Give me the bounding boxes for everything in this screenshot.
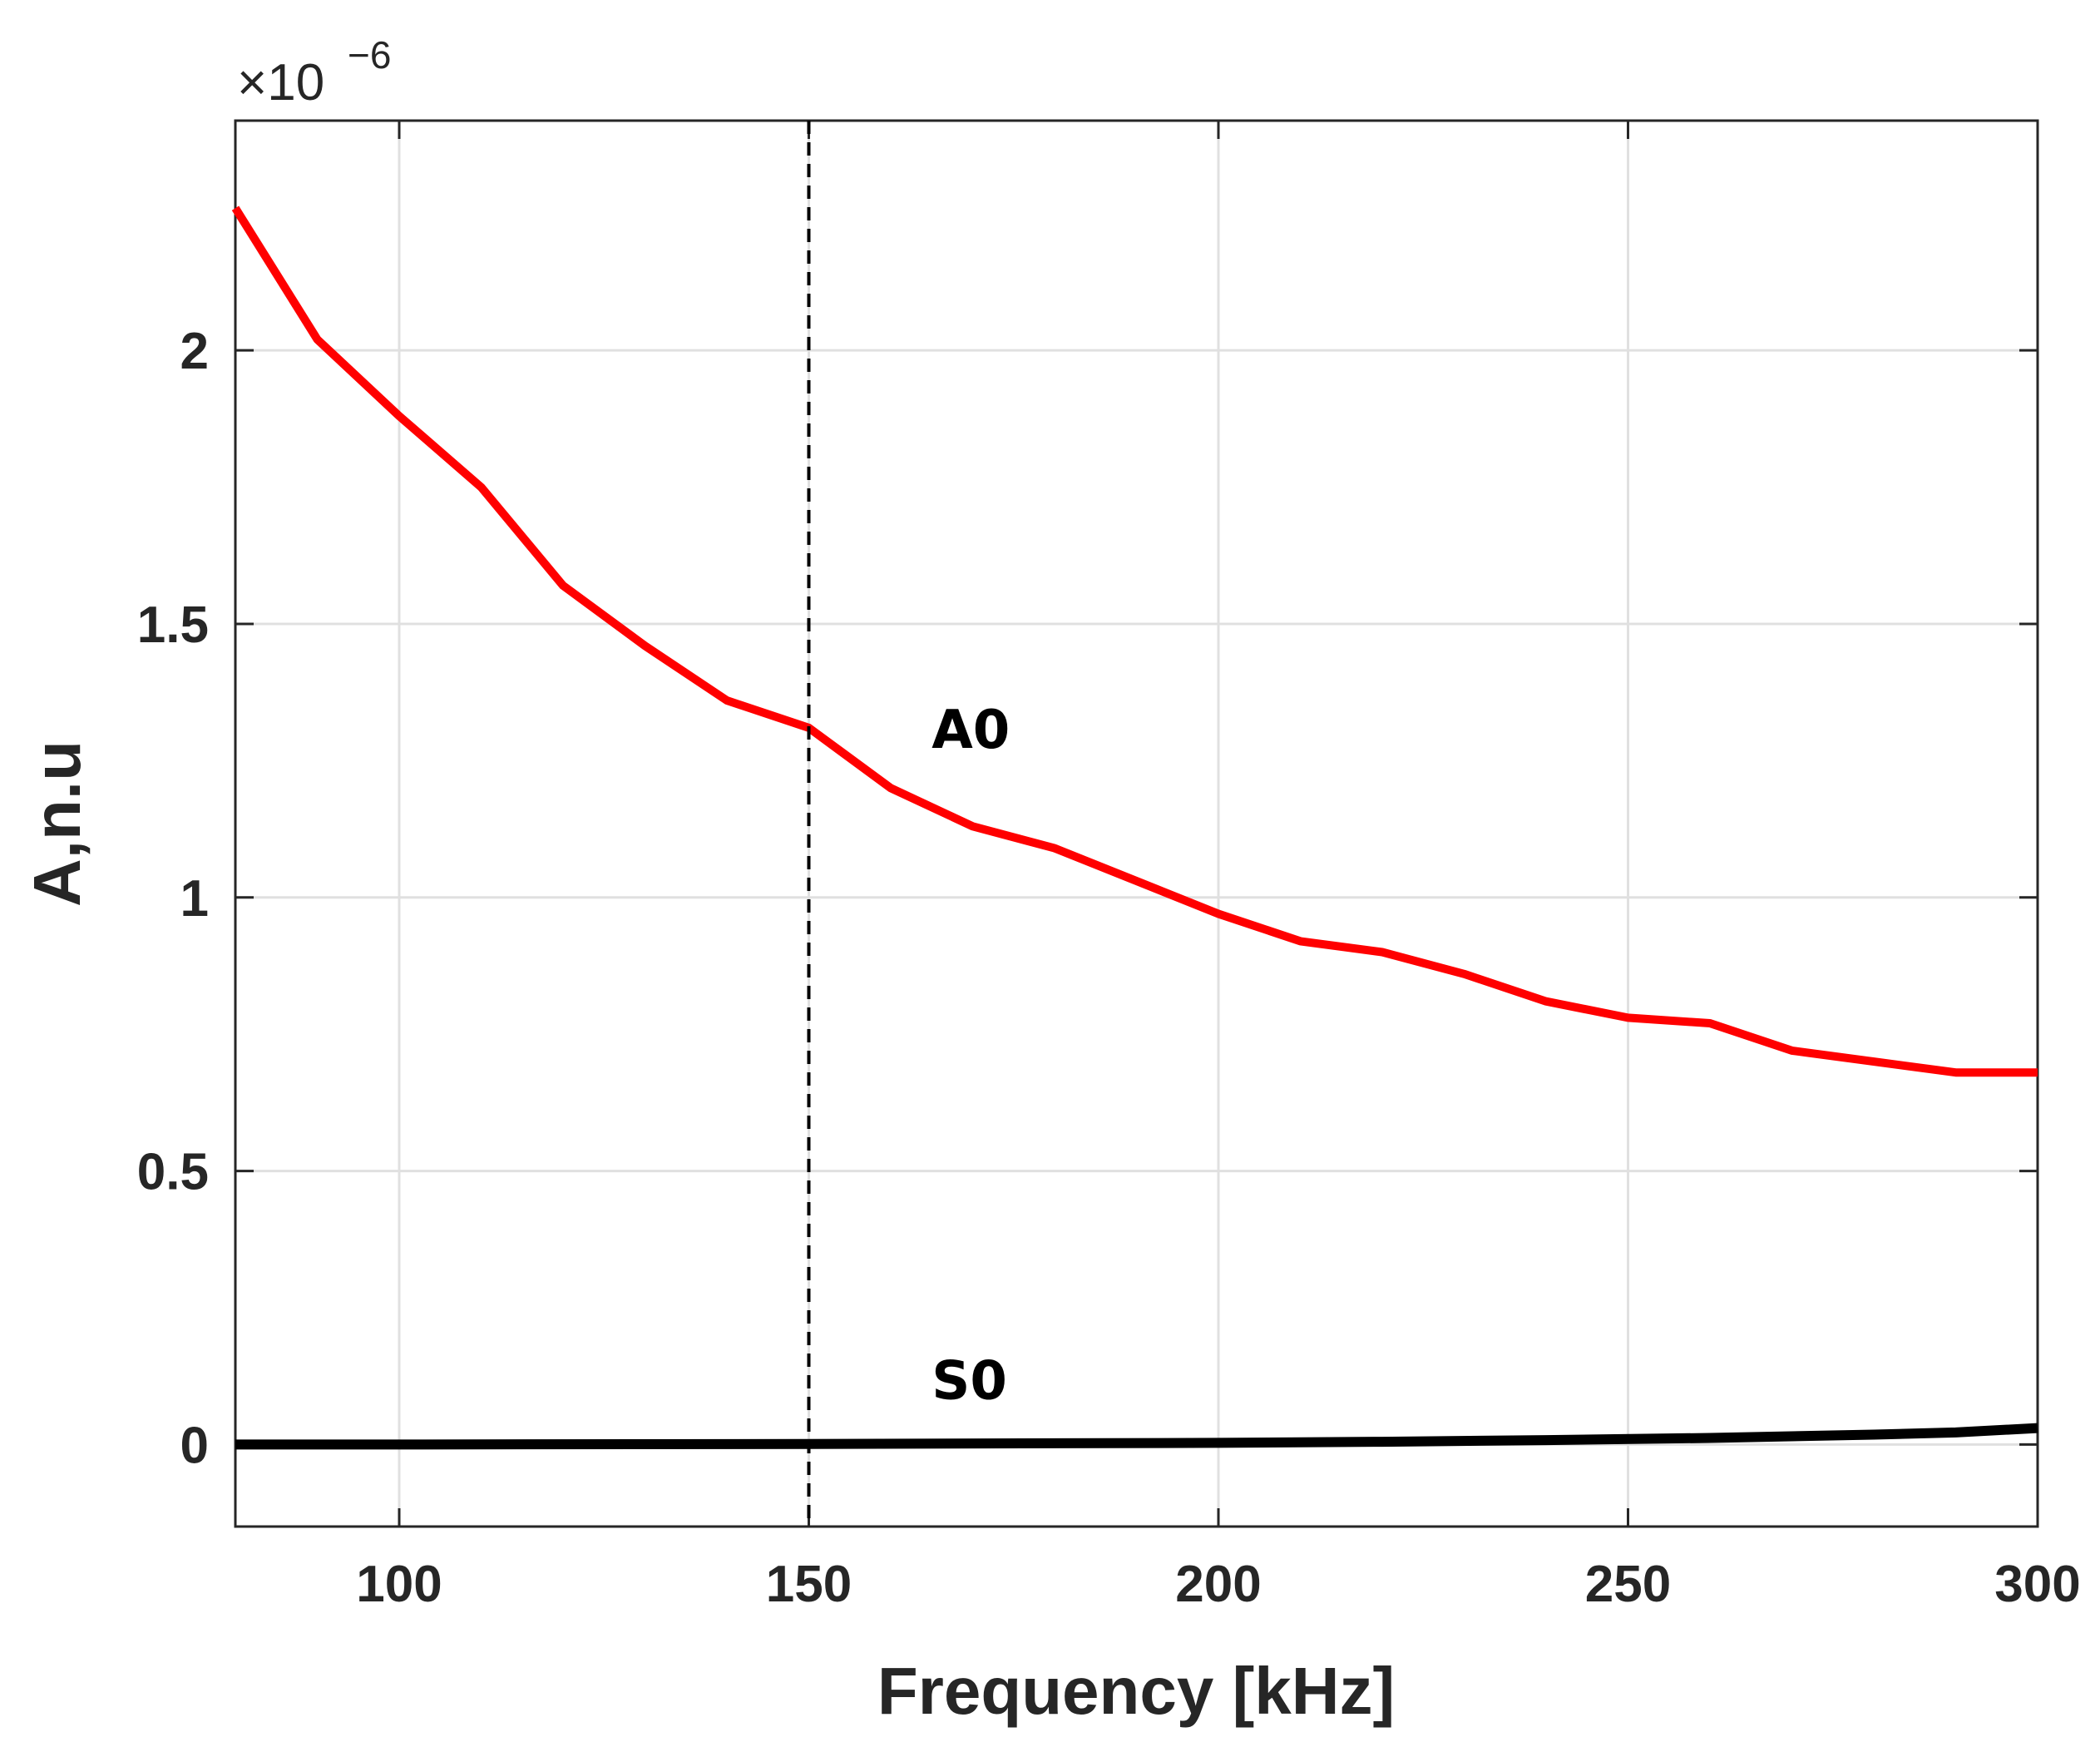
annotation-s0: S0: [931, 1350, 1007, 1412]
y-tick-label: 1.5: [137, 596, 209, 654]
series-line-s0: [235, 1423, 2038, 1450]
series-layer: [231, 121, 2038, 1527]
y-multiplier-base: ×10: [237, 54, 324, 111]
grid-layer: [235, 121, 2039, 1527]
x-tick-label: 150: [766, 1556, 852, 1613]
label-layer: 100 150 200 250 300 0 0.5 1 1.5 2 A0 S0: [137, 323, 2081, 1613]
y-multiplier-exponent: −6: [348, 33, 391, 77]
x-tick-label: 100: [356, 1556, 442, 1613]
annotation-a0: A0: [931, 700, 1010, 761]
y-axis-multiplier: ×10 −6: [237, 33, 391, 111]
series-line-a0: [231, 205, 2038, 1077]
x-tick-label: 200: [1175, 1556, 1261, 1613]
x-axis-title: Frequency [kHz]: [877, 1654, 1395, 1728]
x-tick-label: 250: [1585, 1556, 1671, 1613]
tick-layer: [235, 121, 2039, 1527]
y-tick-label: 2: [180, 323, 209, 380]
y-tick-label: 0: [180, 1417, 209, 1474]
y-tick-label: 1: [180, 870, 209, 928]
y-axis-title: A,n.u: [20, 740, 94, 907]
x-tick-label: 300: [1994, 1556, 2080, 1613]
plot-area-frame: [234, 119, 2039, 1528]
y-tick-label: 0.5: [137, 1144, 209, 1201]
